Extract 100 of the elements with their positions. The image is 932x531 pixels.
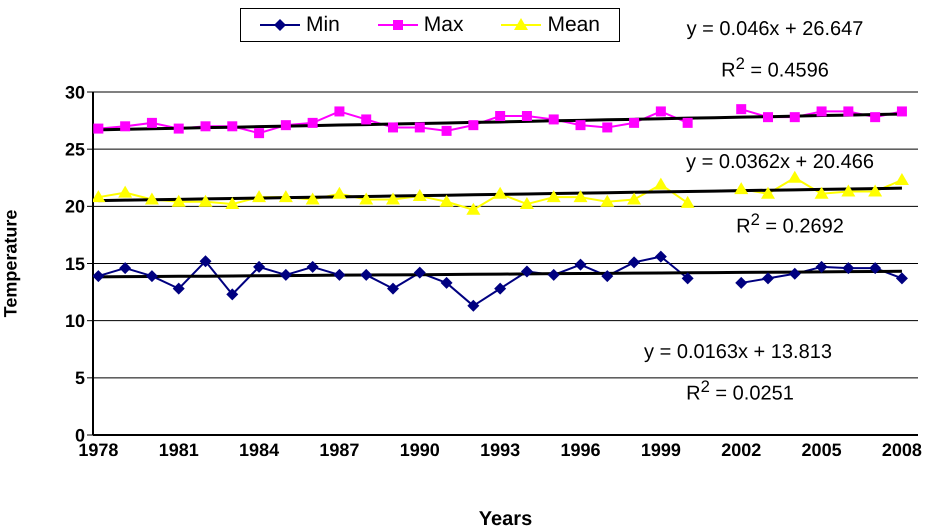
- point: [359, 192, 374, 204]
- x-tick-label: 1996: [560, 440, 601, 460]
- point: [894, 173, 909, 186]
- annotation: R$^{2}$ = 0.2692: [736, 210, 844, 239]
- point: [333, 268, 346, 281]
- point: [360, 268, 372, 281]
- point: [227, 121, 238, 132]
- point: [868, 184, 882, 196]
- point: [254, 128, 264, 138]
- point: [412, 189, 427, 202]
- point: [548, 268, 560, 281]
- point: [574, 190, 588, 202]
- point: [468, 120, 478, 130]
- point: [762, 272, 774, 284]
- x-tick-label: 1984: [239, 440, 280, 460]
- point: [574, 258, 586, 271]
- x-tick-label: 1990: [400, 440, 440, 460]
- point: [682, 118, 693, 128]
- y-tick-label: 20: [64, 196, 85, 217]
- y-tick-label: 5: [74, 368, 85, 388]
- point: [522, 111, 532, 122]
- point: [253, 260, 266, 273]
- point: [735, 276, 748, 289]
- point: [493, 186, 508, 199]
- x-tick-label: 2005: [802, 440, 842, 460]
- point: [280, 120, 291, 130]
- point: [790, 112, 800, 122]
- x-tick-label: 2002: [721, 440, 762, 460]
- point: [680, 196, 695, 208]
- x-axis-title: Years: [478, 508, 532, 530]
- point: [763, 112, 773, 122]
- point: [869, 262, 882, 274]
- point: [520, 266, 533, 278]
- point: [761, 186, 775, 199]
- point: [440, 194, 454, 207]
- point: [442, 126, 452, 136]
- point: [361, 114, 372, 124]
- annotation: y = 0.0362x + 20.466: [686, 151, 874, 174]
- point: [467, 300, 480, 312]
- point: [440, 276, 453, 289]
- legend-label: Max: [424, 13, 464, 37]
- point: [306, 192, 320, 204]
- point: [280, 268, 292, 281]
- point: [334, 106, 344, 116]
- point: [388, 122, 398, 132]
- point: [172, 194, 186, 207]
- x-tick-label: 1999: [640, 440, 681, 460]
- point: [788, 268, 801, 280]
- point: [146, 270, 158, 282]
- text: R$^{2}$ = 0.4596: [721, 54, 829, 83]
- point: [198, 194, 212, 207]
- point: [146, 118, 157, 128]
- x-tick-label: 1981: [158, 440, 199, 460]
- point: [414, 266, 426, 279]
- point: [252, 190, 266, 202]
- y-tick-label: 30: [64, 82, 85, 102]
- point: [414, 122, 425, 132]
- point: [200, 121, 210, 132]
- point: [120, 121, 130, 132]
- point: [602, 122, 612, 132]
- point: [816, 260, 828, 273]
- point: [172, 282, 185, 295]
- point: [682, 272, 694, 284]
- point: [308, 118, 318, 128]
- point: [842, 262, 854, 274]
- point: [546, 190, 561, 202]
- point: [627, 192, 642, 204]
- point: [495, 111, 506, 122]
- point: [896, 272, 908, 284]
- y-tick-label: 25: [64, 140, 85, 160]
- point: [654, 250, 667, 263]
- point: [174, 124, 184, 134]
- x-tick-label: 2008: [882, 440, 922, 460]
- point: [494, 282, 506, 295]
- point: [870, 112, 880, 122]
- point: [278, 190, 293, 202]
- point: [816, 106, 827, 116]
- point: [332, 186, 346, 199]
- point: [656, 106, 666, 116]
- point: [386, 192, 400, 204]
- point: [601, 270, 614, 282]
- point: [387, 282, 399, 295]
- point: [736, 104, 746, 114]
- y-axis-title: Temperature: [0, 210, 20, 318]
- point: [119, 262, 132, 274]
- x-tick-label: 1987: [319, 440, 360, 460]
- point: [144, 192, 159, 204]
- legend-label: Mean: [547, 13, 600, 37]
- point: [520, 197, 534, 210]
- point: [843, 106, 854, 116]
- point: [93, 270, 104, 282]
- point: [600, 194, 614, 207]
- point: [200, 255, 212, 268]
- text: y = 0.046x + 26.647: [686, 18, 864, 41]
- point: [896, 106, 907, 116]
- legend-label: Min: [306, 13, 340, 37]
- annotation: y = 0.0163x + 13.813: [644, 341, 832, 364]
- point: [225, 197, 240, 210]
- point: [306, 260, 319, 273]
- y-tick-label: 15: [64, 254, 85, 274]
